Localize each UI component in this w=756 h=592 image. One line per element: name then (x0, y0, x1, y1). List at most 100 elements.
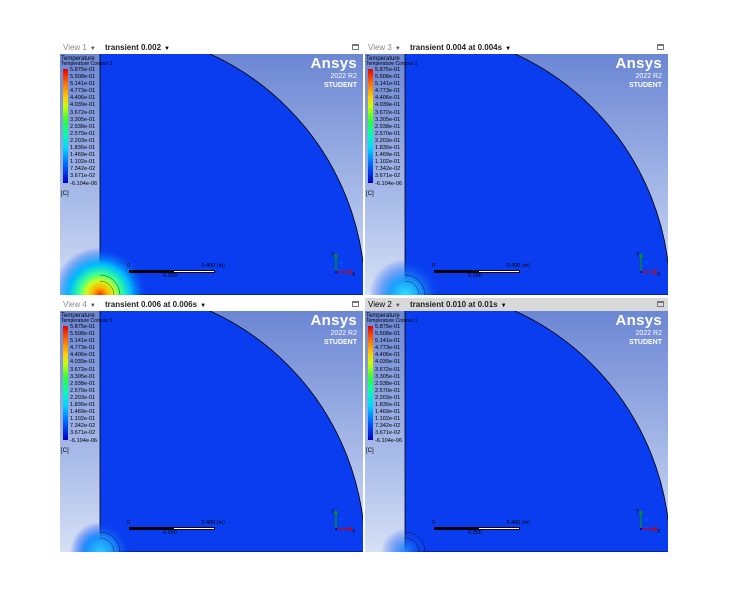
legend-tick-label: 3.305e-01 (375, 373, 401, 380)
graphics-viewport[interactable]: Temperature Temperature Contour 1 5.875e… (365, 311, 668, 552)
legend-tick-label: 2.938e-01 (70, 123, 96, 130)
legend-tick-label: 4.773e-01 (375, 88, 401, 95)
viewport-grid: View 1 ▼ transient 0.002 ▼ Temperature Tem… (60, 41, 670, 552)
legend-tick-label: 2.570e-01 (375, 130, 401, 137)
legend-tick-label: 2.938e-01 (375, 123, 401, 130)
view-content-title: transient 0.004 at 0.004s (410, 43, 503, 52)
legend-tick-label: 5.508e-01 (375, 74, 401, 81)
legend-tick-label: 5.508e-01 (70, 331, 96, 338)
graphics-viewport[interactable]: Temperature Temperature Contour 1 5.875e… (60, 311, 363, 552)
view-selector[interactable]: View 1 ▼ (63, 41, 96, 56)
view-panel-2[interactable]: View 2 ▼ transient 0.010 at 0.01s ▼ Temper… (365, 298, 668, 552)
triad-x-label: X (657, 529, 661, 535)
legend-tick-label: 3.672e-01 (70, 109, 96, 116)
graphics-viewport[interactable]: Temperature Temperature Contour 1 5.875e… (60, 54, 363, 295)
logo-edition: STUDENT (323, 82, 357, 89)
contour-geometry (60, 54, 363, 295)
legend-title: Temperature (61, 313, 95, 319)
legend-tick-label: 7.342e-02 (375, 166, 401, 173)
legend-tick-label: 2.203e-01 (70, 137, 96, 144)
maximize-icon[interactable] (657, 44, 664, 50)
scale-mid-label: 0.200 (163, 273, 177, 279)
legend-tick-label: 2.203e-01 (70, 394, 96, 401)
legend-tick-label: 5.141e-01 (375, 338, 401, 345)
contour-geometry (369, 54, 668, 295)
view-content-selector[interactable]: transient 0.010 at 0.01s ▼ (410, 298, 507, 313)
quarter-disc-domain (99, 311, 363, 552)
legend-tick-label: 1.102e-01 (70, 416, 96, 423)
triad-y-label: Y (331, 509, 335, 515)
view-content-selector[interactable]: transient 0.006 at 0.006s ▼ (105, 298, 206, 313)
caret-down-icon: ▼ (89, 46, 96, 52)
legend-unit: [C] (366, 191, 374, 197)
caret-down-icon: ▼ (394, 303, 401, 309)
legend-tick-label: 1.102e-01 (375, 416, 401, 423)
view-content-selector[interactable]: transient 0.004 at 0.004s ▼ (410, 41, 511, 56)
scale-mid-label: 0.200 (468, 273, 482, 279)
legend-tick-label: 3.671e-02 (375, 173, 401, 180)
scale-black-segment (129, 270, 173, 273)
contour-line (99, 531, 121, 552)
scale-black-segment (434, 527, 478, 530)
caret-down-icon: ▼ (505, 46, 512, 52)
scale-white-segment (173, 527, 215, 530)
axis-triad-icon: Y X (636, 509, 661, 535)
legend-tick-label: 1.836e-01 (70, 402, 96, 409)
view-content-title: transient 0.010 at 0.01s (410, 300, 498, 309)
legend-title: Temperature (61, 56, 95, 62)
view-panel-1[interactable]: View 1 ▼ transient 0.002 ▼ Temperature Tem… (60, 41, 363, 295)
legend-unit: [C] (61, 191, 69, 197)
legend-tick-label: 7.342e-02 (70, 423, 96, 430)
legend-tick-label: 4.039e-01 (70, 102, 96, 109)
contour-line (404, 280, 420, 295)
view-selector[interactable]: View 2 ▼ (368, 298, 401, 313)
view-name: View 2 (368, 300, 392, 309)
scale-zero-label: 0 (432, 263, 436, 269)
scale-bar: 0 0.400 (m) 0.200 (127, 263, 225, 279)
view-titlebar: View 4 ▼ transient 0.006 at 0.006s ▼ (60, 298, 363, 311)
maximize-icon[interactable] (657, 301, 664, 307)
ansys-logo: Ansys 2022 R2 STUDENT (310, 313, 357, 347)
legend-tick-label: 3.305e-01 (70, 373, 96, 380)
logo-version: 2022 R2 (635, 330, 662, 337)
maximize-icon[interactable] (352, 301, 359, 307)
scale-black-segment (129, 527, 173, 530)
scale-bar: 0 0.400 (m) 0.200 (127, 520, 225, 536)
legend-tick-label: 3.671e-02 (70, 430, 96, 437)
legend-tick-label: 4.773e-01 (375, 345, 401, 352)
legend-tick-label: 5.875e-01 (375, 67, 401, 73)
ansys-logo: Ansys 2022 R2 STUDENT (615, 313, 662, 347)
legend-tick-label: 3.305e-01 (70, 116, 96, 123)
view-selector[interactable]: View 4 ▼ (63, 298, 96, 313)
view-panel-4[interactable]: View 4 ▼ transient 0.006 at 0.006s ▼ Tempe… (60, 298, 363, 552)
quarter-disc-domain (404, 54, 668, 295)
view-name: View 1 (63, 43, 87, 52)
view-titlebar: View 3 ▼ transient 0.004 at 0.004s ▼ (365, 41, 668, 54)
maximize-icon[interactable] (352, 44, 359, 50)
logo-version: 2022 R2 (330, 330, 357, 337)
graphics-viewport[interactable]: Temperature Temperature Contour 1 5.875e… (365, 54, 668, 295)
legend-tick-label: 2.938e-01 (375, 380, 401, 387)
view-content-selector[interactable]: transient 0.002 ▼ (105, 41, 170, 56)
triad-x-label: X (352, 529, 356, 535)
logo-brand: Ansys (615, 55, 662, 72)
legend-unit: [C] (366, 448, 374, 454)
legend-tick-label: 3.671e-02 (70, 173, 96, 180)
scale-mid-label: 0.200 (163, 530, 177, 536)
legend-tick-label: 2.203e-01 (375, 137, 401, 144)
legend-subtitle: Temperature Contour 1 (61, 318, 113, 324)
view-panel-3[interactable]: View 3 ▼ transient 0.004 at 0.004s ▼ Tempe… (365, 41, 668, 295)
legend-tick-label: -6.104e-06 (375, 180, 403, 187)
legend-colorbar (368, 326, 373, 440)
legend-tick-label: -6.104e-06 (375, 437, 403, 444)
view-titlebar: View 2 ▼ transient 0.010 at 0.01s ▼ (365, 298, 668, 311)
legend-tick-label: 4.406e-01 (375, 95, 401, 102)
view-selector[interactable]: View 3 ▼ (368, 41, 401, 56)
legend-colorbar (63, 326, 68, 440)
legend-tick-label: 3.305e-01 (375, 116, 401, 123)
scale-max-label: 0.400 (m) (506, 263, 530, 269)
legend-subtitle: Temperature Contour 1 (366, 61, 418, 67)
scale-zero-label: 0 (432, 520, 436, 526)
logo-brand: Ansys (310, 312, 357, 329)
view-name: View 3 (368, 43, 392, 52)
